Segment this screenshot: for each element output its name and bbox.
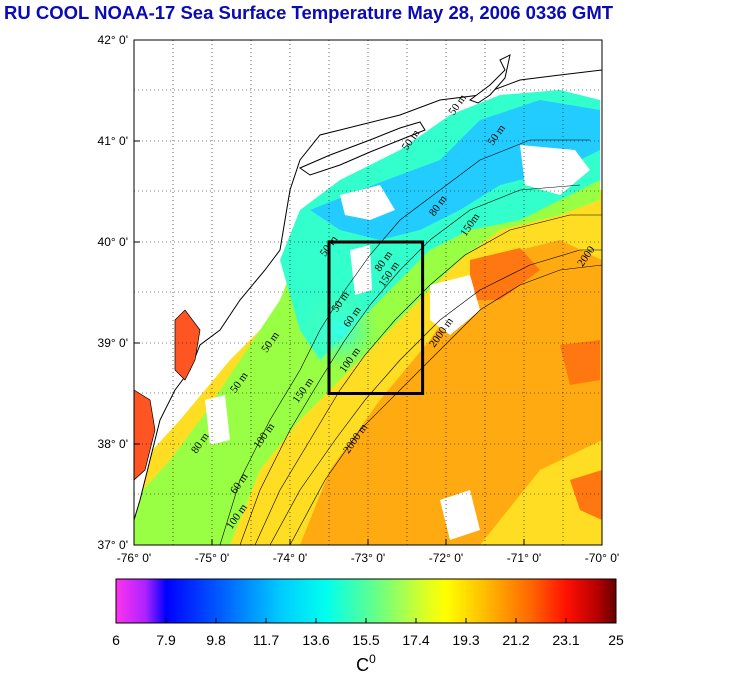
colorbar-tick-label: 7.9 <box>156 632 176 648</box>
lat-tick-label: 39° 0' <box>98 336 128 350</box>
colorbar-ticks: 6 7.9 9.8 11.7 13.6 15.5 17.4 19.3 21.2 23.1 25 <box>112 618 624 648</box>
colorbar-unit-letter: C <box>356 655 369 675</box>
colorbar-tick-label: 17.4 <box>402 632 429 648</box>
lon-tick-label: -73° 0' <box>351 551 385 565</box>
sst-orange-region <box>300 240 602 545</box>
lat-tick-label: 40° 0' <box>98 235 128 249</box>
lon-tick-label: -75° 0' <box>195 551 229 565</box>
colorbar-tick-label: 25 <box>608 632 624 648</box>
sst-hot-patches <box>470 248 602 520</box>
lon-tick-label: -74° 0' <box>273 551 307 565</box>
cloud-mask <box>205 145 590 540</box>
colorbar-tick-label: 6 <box>112 632 120 648</box>
long-island <box>298 121 426 176</box>
lon-tick-label: -71° 0' <box>507 551 541 565</box>
colorbar-tick-label: 23.1 <box>552 632 579 648</box>
colorbar <box>115 578 617 624</box>
lon-tick-label: -72° 0' <box>429 551 463 565</box>
lat-tick-label: 37° 0' <box>98 538 128 552</box>
cape-cod <box>468 54 511 104</box>
colorbar-tick-label: 21.2 <box>502 632 529 648</box>
axis-ticks <box>133 39 603 546</box>
map-title: RU COOL NOAA-17 Sea Surface Temperature … <box>4 2 614 23</box>
latitude-labels: 42° 0' 41° 0' 40° 0' 39° 0' 38° 0' 37° 0' <box>98 33 128 552</box>
longitude-labels: -76° 0' -75° 0' -74° 0' -73° 0' -72° 0' -71° … <box>117 551 619 565</box>
lat-tick-label: 41° 0' <box>98 134 128 148</box>
sst-cyan-eddy <box>300 290 380 370</box>
lon-tick-label: -70° 0' <box>585 551 619 565</box>
lon-tick-label: -76° 0' <box>117 551 151 565</box>
colorbar-tick-label: 19.3 <box>452 632 479 648</box>
colorbar-unit-superscript: 0 <box>369 652 376 666</box>
colorbar-tick-label: 15.5 <box>352 632 379 648</box>
lat-tick-label: 38° 0' <box>98 437 128 451</box>
isobath-contours <box>219 139 602 545</box>
colorbar-tick-label: 9.8 <box>206 632 226 648</box>
colorbar-tick-label: 13.6 <box>302 632 329 648</box>
map-panel: 50 m50 m50 m50 m50 m50 m50 m60 m60 m80 m… <box>134 40 602 545</box>
graticule <box>134 40 602 545</box>
study-area-box <box>327 240 425 395</box>
colorbar-tick-label: 11.7 <box>253 632 279 648</box>
colorbar-unit: C0 <box>356 652 376 675</box>
delmarva-coast <box>134 309 201 481</box>
lat-tick-label: 42° 0' <box>98 33 128 47</box>
